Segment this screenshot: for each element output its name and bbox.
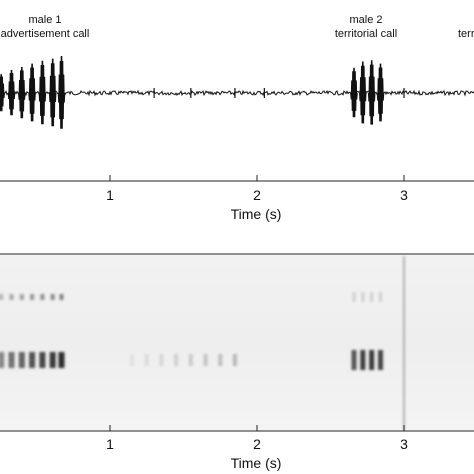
spectrogram-faint-pulse [159,354,164,366]
spectrogram-pulse-low [360,350,366,370]
spectrogram-pulse-low [351,350,357,370]
spectrogram-pulse-low [29,352,36,368]
spectrogram-pulse-low [58,352,65,368]
annotation-male2-line2: territorial call [335,28,397,40]
waveform-pulse [359,61,367,124]
waveform-x-tick-label: 3 [400,187,408,203]
spectrogram-pulse-high [59,294,64,300]
waveform-panel: male 1 advertisement call male 2 territo… [0,14,474,222]
spectrogram-faint-pulse [232,354,237,366]
waveform-pulse [57,55,66,129]
waveform-x-tick-label: 1 [106,187,114,203]
spectrogram-pulse-high [370,292,374,302]
annotation-male2-line1: male 2 [349,14,382,26]
spectrogram-x-axis-label: Time (s) [231,455,282,471]
waveform-annotations: male 1 advertisement call male 2 territo… [1,14,474,40]
waveform-x-tick-label: 2 [253,187,261,203]
waveform-pulse [0,74,5,112]
waveform-x-axis-label: Time (s) [231,206,282,222]
spectrogram-pulse-low [39,352,46,368]
waveform-plot-frame [0,180,474,182]
spectrogram-x-tick-label: 1 [106,436,114,452]
spectrogram-pulse-low [0,352,5,368]
spectrogram-pulse-high [352,292,356,302]
spectrogram-x-tick-label: 3 [400,436,408,452]
spectrogram-panel: 1 2 3 Time (s) [0,253,474,471]
waveform-baseline-noise [0,89,474,97]
spectrogram-pulse-low [18,352,25,368]
waveform-pulse [28,63,36,122]
annotation-third-line1: territ [458,28,474,40]
spectrogram-faint-pulse [203,354,208,366]
spectrogram-background [0,255,474,430]
waveform-pulse [48,58,57,127]
spectrogram-faint-pulse [188,354,193,366]
spectrogram-pulse-high [30,294,35,300]
spectrogram-pulse-low [377,350,383,370]
waveform-pulse [367,60,376,125]
spectrogram-faint-pulse [130,354,135,366]
waveform-pulse [38,60,47,125]
spectrogram-faint-pulse [218,354,223,366]
spectrogram-pulse-high [50,294,55,300]
spectrogram-pulse-low [49,352,56,368]
spectrogram-pulse-high [19,294,24,300]
spectrogram-pulse-high [0,294,4,300]
spectrogram-x-tick-label: 2 [253,436,261,452]
spectrogram-pulse-high [40,294,45,300]
annotation-male1-line2: advertisement call [1,28,90,40]
spectrogram-pulse-low [8,352,15,368]
waveform-pulse [18,66,26,119]
spectrogram-faint-pulse [174,354,179,366]
spectrogram-pulse-high [9,294,14,300]
waveform-series [0,55,474,129]
spectrogram-faint-pulse [144,354,149,366]
spectrogram-series [0,256,405,430]
annotation-male1-line1: male 1 [28,14,61,26]
waveform-pulse [376,63,385,122]
spectrogram-pulse-high [361,292,365,302]
waveform-pulse [7,69,16,116]
spectrogram-x-ticks: 1 2 3 [106,425,408,452]
waveform-x-ticks: 1 2 3 [106,175,408,203]
spectrogram-pulse-low [369,350,375,370]
waveform-pulse [350,67,358,118]
spectrogram-plot-frame [0,253,474,432]
spectrogram-pulse-high [378,292,382,302]
